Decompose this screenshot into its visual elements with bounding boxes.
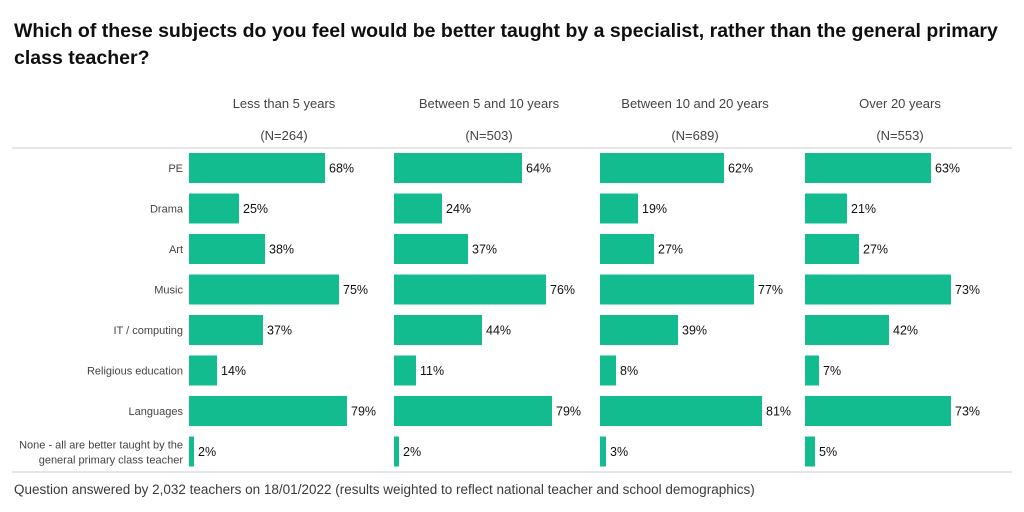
bar: [600, 153, 724, 183]
category-label: Music: [154, 285, 183, 297]
data-label: 39%: [682, 324, 707, 338]
bar: [600, 315, 678, 345]
bar: [189, 315, 263, 345]
bar: [600, 436, 606, 467]
series-label: Between 10 and 20 years: [621, 96, 769, 111]
data-label: 2%: [198, 445, 216, 459]
data-label: 8%: [620, 364, 638, 378]
bar: [394, 274, 546, 305]
data-label: 7%: [823, 364, 841, 378]
bar: [805, 274, 951, 305]
bar: [394, 153, 522, 183]
data-label: 73%: [955, 283, 980, 297]
bar: [805, 315, 889, 345]
bar: [805, 234, 859, 264]
bar: [189, 355, 217, 386]
data-label: 24%: [446, 202, 471, 216]
bar: [805, 436, 815, 467]
bar: [394, 193, 442, 224]
bar: [600, 234, 654, 264]
footnote: Question answered by 2,032 teachers on 1…: [14, 482, 755, 497]
bar: [600, 193, 638, 224]
bar: [805, 396, 951, 426]
category-label: None - all are better taught by the gener…: [19, 440, 183, 467]
sample-size-label: (N=689): [671, 128, 718, 143]
data-label: 2%: [403, 445, 421, 459]
data-label: 64%: [526, 162, 551, 176]
bar: [189, 396, 347, 426]
data-label: 76%: [550, 283, 575, 297]
data-label: 3%: [610, 445, 628, 459]
data-label: 79%: [351, 405, 376, 419]
bar: [394, 234, 468, 264]
data-label: 75%: [343, 283, 368, 297]
sample-size-label: (N=264): [260, 128, 307, 143]
bar: [394, 315, 482, 345]
sample-size-label: (N=503): [465, 128, 512, 143]
data-label: 63%: [935, 162, 960, 176]
series-label: Between 5 and 10 years: [419, 96, 560, 111]
bar: [600, 355, 616, 386]
data-label: 25%: [243, 202, 268, 216]
data-label: 73%: [955, 405, 980, 419]
data-label: 81%: [766, 405, 791, 419]
chart-title: Which of these subjects do you feel woul…: [14, 20, 998, 69]
data-label: 5%: [819, 445, 837, 459]
data-label: 62%: [728, 162, 753, 176]
data-label: 68%: [329, 162, 354, 176]
bar: [805, 153, 931, 183]
data-label: 21%: [851, 202, 876, 216]
data-label: 14%: [221, 364, 246, 378]
series-label: Over 20 years: [859, 96, 941, 111]
data-label: 37%: [472, 243, 497, 257]
bar: [189, 274, 339, 305]
category-label: PE: [168, 163, 183, 175]
category-label: Art: [169, 244, 183, 256]
category-label: IT / computing: [114, 325, 184, 337]
category-label: Religious education: [87, 366, 183, 378]
bar: [189, 436, 194, 467]
bar: [600, 396, 762, 426]
bar: [394, 355, 416, 386]
category-label: Drama: [150, 204, 184, 216]
bar: [600, 274, 754, 305]
bar: [394, 436, 399, 467]
bar: [189, 234, 265, 264]
data-label: 79%: [556, 405, 581, 419]
bar: [189, 153, 325, 183]
bar: [805, 193, 847, 224]
category-label: Languages: [129, 406, 184, 418]
data-label: 19%: [642, 202, 667, 216]
data-label: 27%: [658, 243, 683, 257]
bar: [189, 193, 239, 224]
data-label: 42%: [893, 324, 918, 338]
data-label: 77%: [758, 283, 783, 297]
sample-size-label: (N=553): [876, 128, 923, 143]
data-label: 27%: [863, 243, 888, 257]
data-label: 38%: [269, 243, 294, 257]
bar: [394, 396, 552, 426]
data-label: 11%: [420, 364, 444, 378]
series-label: Less than 5 years: [233, 96, 336, 111]
data-label: 44%: [486, 324, 511, 338]
bar: [805, 355, 819, 386]
data-label: 37%: [267, 324, 292, 338]
